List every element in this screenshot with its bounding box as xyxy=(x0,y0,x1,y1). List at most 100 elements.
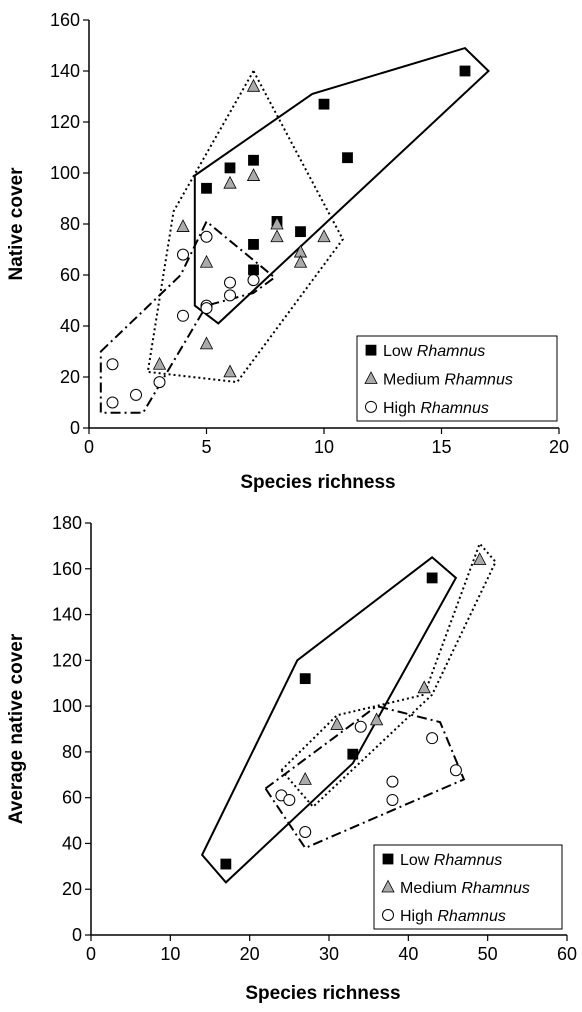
legend-label: Medium Rhamnus xyxy=(383,372,513,389)
y-tick-label: 60 xyxy=(62,788,82,808)
point-square xyxy=(248,154,259,166)
point-square xyxy=(201,182,212,194)
point-triangle xyxy=(246,168,261,181)
y-axis-label: Native cover xyxy=(6,167,27,281)
point-triangle xyxy=(223,364,237,378)
y-tick-label: 60 xyxy=(60,265,80,285)
y-tick-label: 40 xyxy=(62,833,82,853)
point-circle xyxy=(153,376,166,389)
legend-label: High Rhamnus xyxy=(383,400,489,417)
x-tick-label: 10 xyxy=(314,437,334,457)
point-triangle xyxy=(199,254,214,268)
y-tick-label: 140 xyxy=(50,61,80,81)
point-triangle xyxy=(199,336,214,350)
x-tick-label: 5 xyxy=(201,437,211,457)
y-tick-label: 20 xyxy=(60,367,80,387)
point-triangle xyxy=(298,771,312,785)
point-triangle xyxy=(317,229,331,243)
chart-2: 0 20 40 60 80 100 120 140 160 180 0 10 20 30 40 50 60 Spe… xyxy=(6,513,577,1004)
y-tick-label: 120 xyxy=(52,650,82,670)
point-circle xyxy=(247,274,260,287)
hull-triangle xyxy=(146,68,344,384)
point-triangle xyxy=(246,78,261,92)
hull-circle xyxy=(99,219,277,414)
y-tick-label: 100 xyxy=(50,163,80,183)
hull-triangle xyxy=(280,541,497,809)
point-circle xyxy=(386,793,399,806)
legend-marker-triangle xyxy=(364,371,378,384)
x-axis-label: Species richness xyxy=(240,472,395,493)
hull-square xyxy=(200,556,458,884)
y-tick-label: 0 xyxy=(72,925,82,945)
point-square xyxy=(295,226,306,238)
point-circle xyxy=(200,230,213,243)
point-circle xyxy=(200,302,213,315)
y-tick-label: 40 xyxy=(60,316,80,336)
x-tick-label: 0 xyxy=(84,437,94,457)
legend-marker-square xyxy=(382,853,394,865)
x-axis-label: Species richness xyxy=(245,983,400,1004)
legend-label: Low Rhamnus xyxy=(383,343,485,360)
point-circle xyxy=(299,826,312,838)
point-circle xyxy=(106,358,119,371)
legend-label: High Rhamnus xyxy=(400,908,506,925)
point-triangle xyxy=(176,219,190,232)
y-tick-label: 160 xyxy=(52,559,82,579)
legend-marker-circle xyxy=(365,400,377,413)
x-tick-label: 60 xyxy=(557,944,577,964)
point-square xyxy=(459,65,471,77)
legend-label: Low Rhamnus xyxy=(400,852,502,869)
point-square xyxy=(220,858,232,870)
hull-square xyxy=(193,46,490,325)
point-square xyxy=(342,152,353,164)
point-square xyxy=(347,748,359,760)
point-square xyxy=(248,238,259,250)
y-tick-label: 80 xyxy=(62,742,82,762)
point-triangle xyxy=(473,552,487,566)
point-square xyxy=(318,98,330,110)
chart-1: 0 20 40 60 80 100 120 140 160 0 5 10 15 20 Species ric… xyxy=(6,10,569,493)
point-circle xyxy=(177,309,189,322)
point-circle xyxy=(177,248,189,261)
y-tick-label: 0 xyxy=(70,418,80,438)
point-triangle xyxy=(330,717,344,730)
legend-box xyxy=(356,335,558,422)
point-triangle xyxy=(152,356,167,370)
point-triangle xyxy=(293,254,308,268)
y-tick-label: 100 xyxy=(52,696,82,716)
point-triangle xyxy=(270,216,284,230)
x-tick-label: 20 xyxy=(240,944,260,964)
y-tick-label: 120 xyxy=(50,112,80,132)
x-tick-label: 20 xyxy=(549,437,569,457)
legend-marker-circle xyxy=(382,909,394,921)
point-circle xyxy=(130,388,142,401)
x-tick-label: 0 xyxy=(86,944,96,964)
x-tick-label: 40 xyxy=(398,944,418,964)
point-circle xyxy=(426,732,439,745)
point-triangle xyxy=(369,712,384,726)
y-tick-label: 140 xyxy=(52,605,82,625)
point-triangle xyxy=(270,229,284,243)
legend-marker-square xyxy=(365,344,377,356)
y-tick-label: 180 xyxy=(52,513,82,533)
y-tick-label: 160 xyxy=(50,10,80,30)
hull-circle xyxy=(264,705,466,850)
y-tick-label: 80 xyxy=(60,214,80,234)
point-circle xyxy=(449,764,462,777)
point-square xyxy=(248,264,259,276)
legend-label: Medium Rhamnus xyxy=(400,880,530,897)
x-tick-label: 15 xyxy=(431,437,451,457)
point-triangle xyxy=(223,175,237,189)
x-tick-label: 50 xyxy=(478,944,498,964)
legend-box xyxy=(373,844,563,930)
point-circle xyxy=(224,276,236,289)
y-tick-label: 20 xyxy=(62,879,82,899)
point-circle xyxy=(224,289,236,302)
x-tick-label: 10 xyxy=(160,944,180,964)
y-axis-label: Average native cover xyxy=(6,633,27,824)
point-square xyxy=(224,162,236,174)
point-triangle xyxy=(417,680,431,694)
point-square xyxy=(426,572,438,584)
